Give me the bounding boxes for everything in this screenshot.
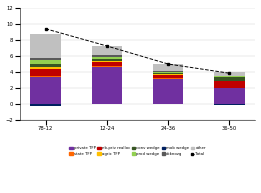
Bar <box>214 77 245 81</box>
Bar <box>92 61 122 62</box>
Bar <box>153 78 183 79</box>
Bar <box>30 60 61 64</box>
Bar <box>214 88 245 104</box>
Bar <box>214 81 245 88</box>
Bar <box>92 55 122 57</box>
Bar <box>153 71 183 72</box>
Bar <box>214 104 245 105</box>
Bar <box>214 76 245 77</box>
Bar <box>30 34 61 58</box>
Bar <box>92 62 122 66</box>
Bar <box>153 79 183 104</box>
Bar <box>30 104 61 106</box>
Bar <box>153 64 183 71</box>
Bar <box>153 75 183 78</box>
Bar <box>214 72 245 76</box>
Bar <box>153 74 183 75</box>
Bar <box>92 57 122 59</box>
Bar <box>92 67 122 104</box>
Bar <box>30 76 61 77</box>
Bar <box>92 59 122 61</box>
Bar <box>30 77 61 104</box>
Bar <box>153 72 183 73</box>
Bar <box>30 67 61 69</box>
Bar <box>30 58 61 60</box>
Legend: private TFP, state TFP, nb-priv realloc, agric TFP, conv wedge, prod wedge, mob : private TFP, state TFP, nb-priv realloc,… <box>69 146 206 156</box>
Bar <box>92 66 122 67</box>
Bar <box>153 73 183 74</box>
Bar <box>30 69 61 76</box>
Bar <box>92 46 122 55</box>
Bar <box>30 64 61 67</box>
